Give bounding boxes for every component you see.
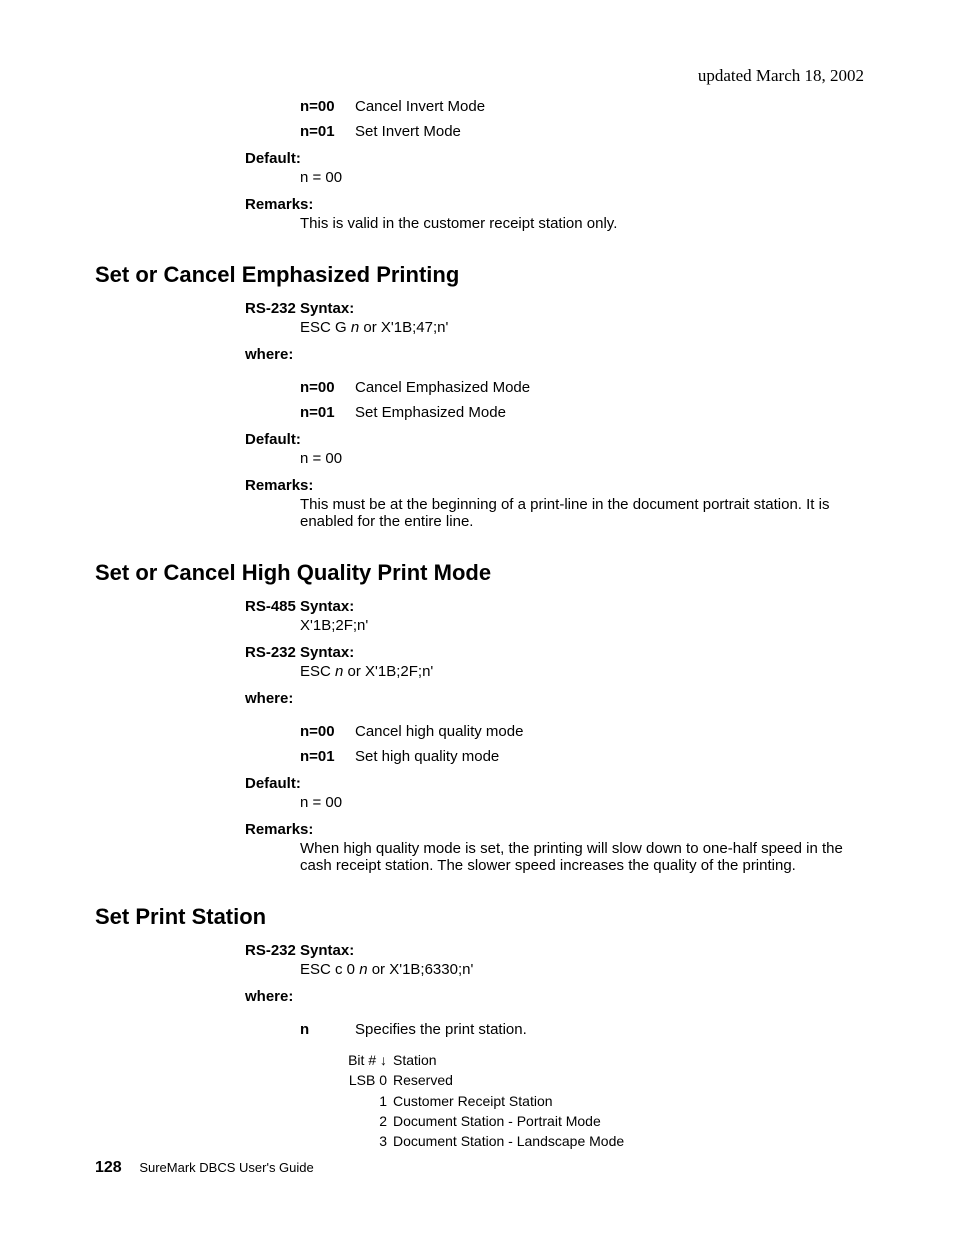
syntax485-value: X'1B;2F;n' xyxy=(300,617,870,634)
table-row: 3 Document Station - Landscape Mode xyxy=(335,1131,870,1151)
default-label: Default: xyxy=(245,150,870,167)
param-row: n=00 Cancel high quality mode xyxy=(300,723,870,740)
param-code: n=01 xyxy=(300,748,355,765)
param-code: n xyxy=(300,1021,355,1038)
param-code: n=00 xyxy=(300,379,355,396)
invert-params: n=00 Cancel Invert Mode n=01 Set Invert … xyxy=(300,98,870,140)
default-label: Default: xyxy=(245,775,870,792)
param-desc: Set high quality mode xyxy=(355,748,499,765)
syntax-var: n xyxy=(351,319,359,336)
footer-title: SureMark DBCS User's Guide xyxy=(139,1160,313,1175)
hq-params: n=00 Cancel high quality mode n=01 Set h… xyxy=(300,723,870,765)
default-value: n = 00 xyxy=(300,450,870,467)
table-cell: Document Station - Landscape Mode xyxy=(393,1131,870,1151)
ps-params: n Specifies the print station. xyxy=(300,1021,870,1038)
page: updated March 18, 2002 n=00 Cancel Inver… xyxy=(0,0,954,1235)
param-desc: Cancel Invert Mode xyxy=(355,98,485,115)
where-label: where: xyxy=(245,346,870,363)
table-cell: LSB 0 xyxy=(335,1070,393,1090)
table-cell: 2 xyxy=(335,1111,393,1131)
remarks-label: Remarks: xyxy=(245,196,870,213)
syntax-value: ESC G n or X'1B;47;n' xyxy=(300,319,870,336)
heading-emphasized: Set or Cancel Emphasized Printing xyxy=(95,262,870,288)
table-header-col1: Bit # ↓ xyxy=(335,1050,393,1070)
syntax485-label: RS-485 Syntax: xyxy=(245,598,870,615)
param-desc: Cancel Emphasized Mode xyxy=(355,379,530,396)
param-code: n=00 xyxy=(300,98,355,115)
remarks-label: Remarks: xyxy=(245,477,870,494)
heading-print-station: Set Print Station xyxy=(95,904,870,930)
syntax-prefix: ESC xyxy=(300,663,335,680)
default-label: Default: xyxy=(245,431,870,448)
remarks-label: Remarks: xyxy=(245,821,870,838)
param-row: n=00 Cancel Emphasized Mode xyxy=(300,379,870,396)
table-header-col2: Station xyxy=(393,1050,870,1070)
param-desc: Set Invert Mode xyxy=(355,123,461,140)
remarks-text: This is valid in the customer receipt st… xyxy=(300,215,870,232)
syntax-suffix: or X'1B;6330;n' xyxy=(368,961,474,978)
syntax-var: n xyxy=(359,961,367,978)
table-header: Bit # ↓ Station xyxy=(335,1050,870,1070)
table-row: LSB 0 Reserved xyxy=(335,1070,870,1090)
syntax-suffix: or X'1B;2F;n' xyxy=(343,663,433,680)
syntax232-label: RS-232 Syntax: xyxy=(245,644,870,661)
remarks-text: When high quality mode is set, the print… xyxy=(300,840,870,874)
heading-high-quality: Set or Cancel High Quality Print Mode xyxy=(95,560,870,586)
table-cell: 3 xyxy=(335,1131,393,1151)
syntax232-value: ESC n or X'1B;2F;n' xyxy=(300,663,870,680)
param-row: n=00 Cancel Invert Mode xyxy=(300,98,870,115)
content: n=00 Cancel Invert Mode n=01 Set Invert … xyxy=(95,98,870,1151)
param-code: n=01 xyxy=(300,404,355,421)
updated-date: updated March 18, 2002 xyxy=(698,66,864,86)
default-value: n = 00 xyxy=(300,169,870,186)
station-table: Bit # ↓ Station LSB 0 Reserved 1 Custome… xyxy=(335,1050,870,1151)
default-value: n = 00 xyxy=(300,794,870,811)
param-desc: Cancel high quality mode xyxy=(355,723,523,740)
table-cell: Reserved xyxy=(393,1070,870,1090)
table-cell: Document Station - Portrait Mode xyxy=(393,1111,870,1131)
syntax-prefix: ESC c 0 xyxy=(300,961,359,978)
where-label: where: xyxy=(245,690,870,707)
page-number: 128 xyxy=(95,1159,122,1176)
table-row: 2 Document Station - Portrait Mode xyxy=(335,1111,870,1131)
param-desc: Specifies the print station. xyxy=(355,1021,527,1038)
where-label: where: xyxy=(245,988,870,1005)
param-code: n=00 xyxy=(300,723,355,740)
table-row: 1 Customer Receipt Station xyxy=(335,1091,870,1111)
syntax-label: RS-232 Syntax: xyxy=(245,300,870,317)
table-cell: 1 xyxy=(335,1091,393,1111)
param-row: n=01 Set Emphasized Mode xyxy=(300,404,870,421)
syntax232-label: RS-232 Syntax: xyxy=(245,942,870,959)
param-row: n=01 Set high quality mode xyxy=(300,748,870,765)
param-desc: Set Emphasized Mode xyxy=(355,404,506,421)
syntax-prefix: ESC G xyxy=(300,319,351,336)
remarks-text: This must be at the beginning of a print… xyxy=(300,496,870,530)
table-cell: Customer Receipt Station xyxy=(393,1091,870,1111)
syntax232-value: ESC c 0 n or X'1B;6330;n' xyxy=(300,961,870,978)
footer: 128 SureMark DBCS User's Guide xyxy=(95,1159,314,1177)
param-code: n=01 xyxy=(300,123,355,140)
param-row: n=01 Set Invert Mode xyxy=(300,123,870,140)
emph-params: n=00 Cancel Emphasized Mode n=01 Set Emp… xyxy=(300,379,870,421)
syntax-suffix: or X'1B;47;n' xyxy=(359,319,448,336)
param-row: n Specifies the print station. xyxy=(300,1021,870,1038)
